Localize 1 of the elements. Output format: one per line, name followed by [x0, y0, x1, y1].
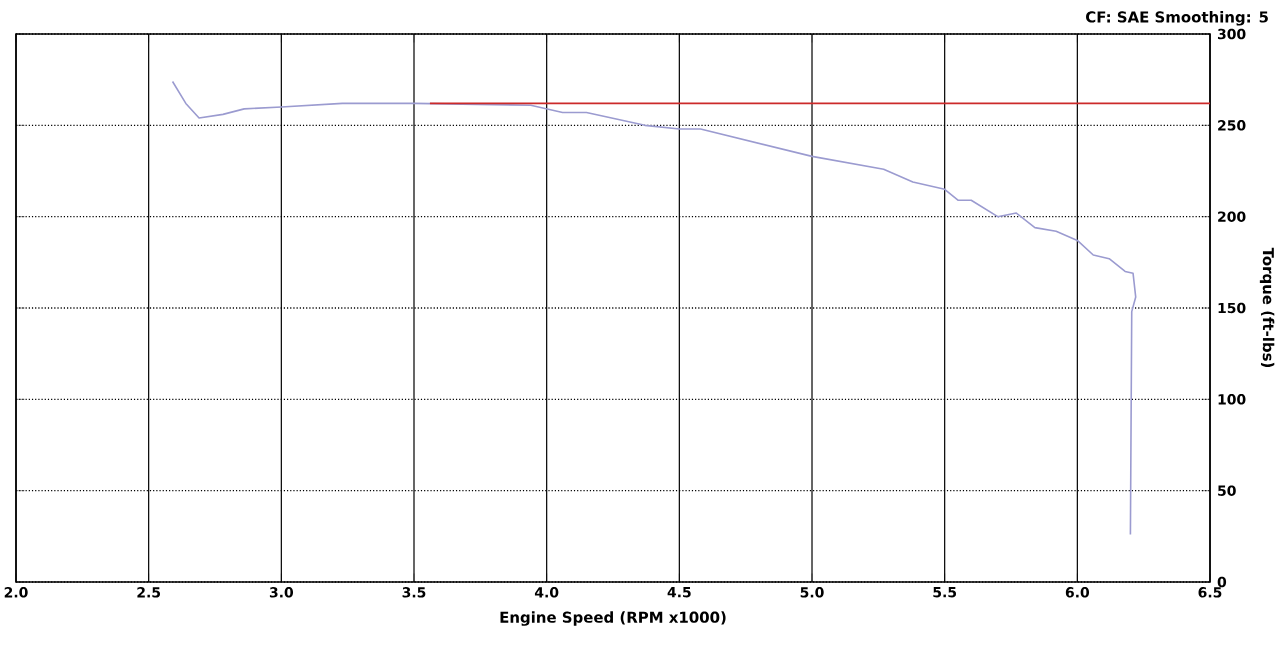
line-series	[171, 80, 1137, 536]
